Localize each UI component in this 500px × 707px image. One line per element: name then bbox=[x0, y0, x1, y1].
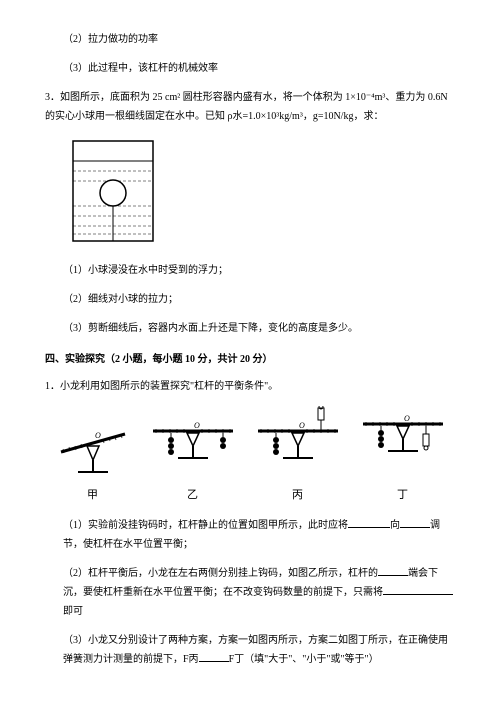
exp1-sub2: （2）杠杆平衡后，小龙在左右两侧分别挂上钩码，如图乙所示，杠杆的端会下沉，要使杠… bbox=[45, 564, 455, 621]
exp1-sub1-mid: 向 bbox=[390, 520, 400, 531]
q2-sub3: （3）此过程中，该杠杆的机械效率 bbox=[45, 59, 455, 78]
svg-text:O: O bbox=[404, 414, 410, 423]
exp1-sub1: （1）实验前没挂钩码时，杠杆静止的位置如图甲所示，此时应将向调节，使杠杆在水平位… bbox=[45, 516, 455, 554]
q3-sub3: （3）剪断细线后，容器内水面上升还是下降，变化的高度是多少。 bbox=[45, 319, 455, 338]
q2-sub2: （2）拉力做功的功率 bbox=[45, 30, 455, 49]
svg-text:O: O bbox=[299, 421, 305, 430]
exp1-sub1-pre: （1）实验前没挂钩码时，杠杆静止的位置如图甲所示，此时应将 bbox=[63, 520, 348, 531]
svg-text:O: O bbox=[95, 431, 101, 440]
fig-label-ding: 丁 bbox=[358, 485, 448, 506]
section4-title: 四、实验探究（2 小题，每小题 10 分，共计 20 分） bbox=[45, 350, 455, 369]
blank-2a[interactable] bbox=[378, 564, 408, 576]
q3-intro: 3．如图所示，底面积为 25 cm² 圆柱形容器内盛有水，将一个体积为 1×10… bbox=[45, 88, 455, 126]
q3-sub2: （2）细线对小球的拉力； bbox=[45, 290, 455, 309]
svg-text:O: O bbox=[194, 421, 200, 430]
blank-1b[interactable] bbox=[400, 516, 430, 528]
exp1-sub2-end: 即可 bbox=[63, 606, 83, 617]
fig-yi: O 乙 bbox=[148, 416, 238, 506]
exp1-sub2-pre: （2）杠杆平衡后，小龙在左右两侧分别挂上钩码，如图乙所示，杠杆的 bbox=[63, 568, 378, 579]
exp1-intro: 1．小龙利用如图所示的装置探究"杠杆的平衡条件"。 bbox=[45, 377, 455, 396]
exp1-figures: O 甲 O bbox=[45, 406, 455, 506]
fig-bing: O 丙 bbox=[253, 406, 343, 506]
blank-1a[interactable] bbox=[348, 516, 390, 528]
fig-jia: O 甲 bbox=[53, 416, 133, 506]
exp1-sub3: （3）小龙又分别设计了两种方案，方案一如图丙所示，方案二如图丁所示，在正确使用弹… bbox=[45, 631, 455, 669]
fig-label-yi: 乙 bbox=[148, 485, 238, 506]
fig-ding: O 丁 bbox=[358, 406, 448, 506]
fig-label-jia: 甲 bbox=[53, 485, 133, 506]
fig-label-bing: 丙 bbox=[253, 485, 343, 506]
blank-3a[interactable] bbox=[199, 650, 229, 662]
exp1-sub3-mid: F丁（填"大于"、"小于"或"等于"） bbox=[229, 654, 379, 665]
blank-2b[interactable] bbox=[383, 583, 453, 595]
q3-figure bbox=[63, 136, 455, 253]
q3-sub1: （1）小球浸没在水中时受到的浮力； bbox=[45, 261, 455, 280]
